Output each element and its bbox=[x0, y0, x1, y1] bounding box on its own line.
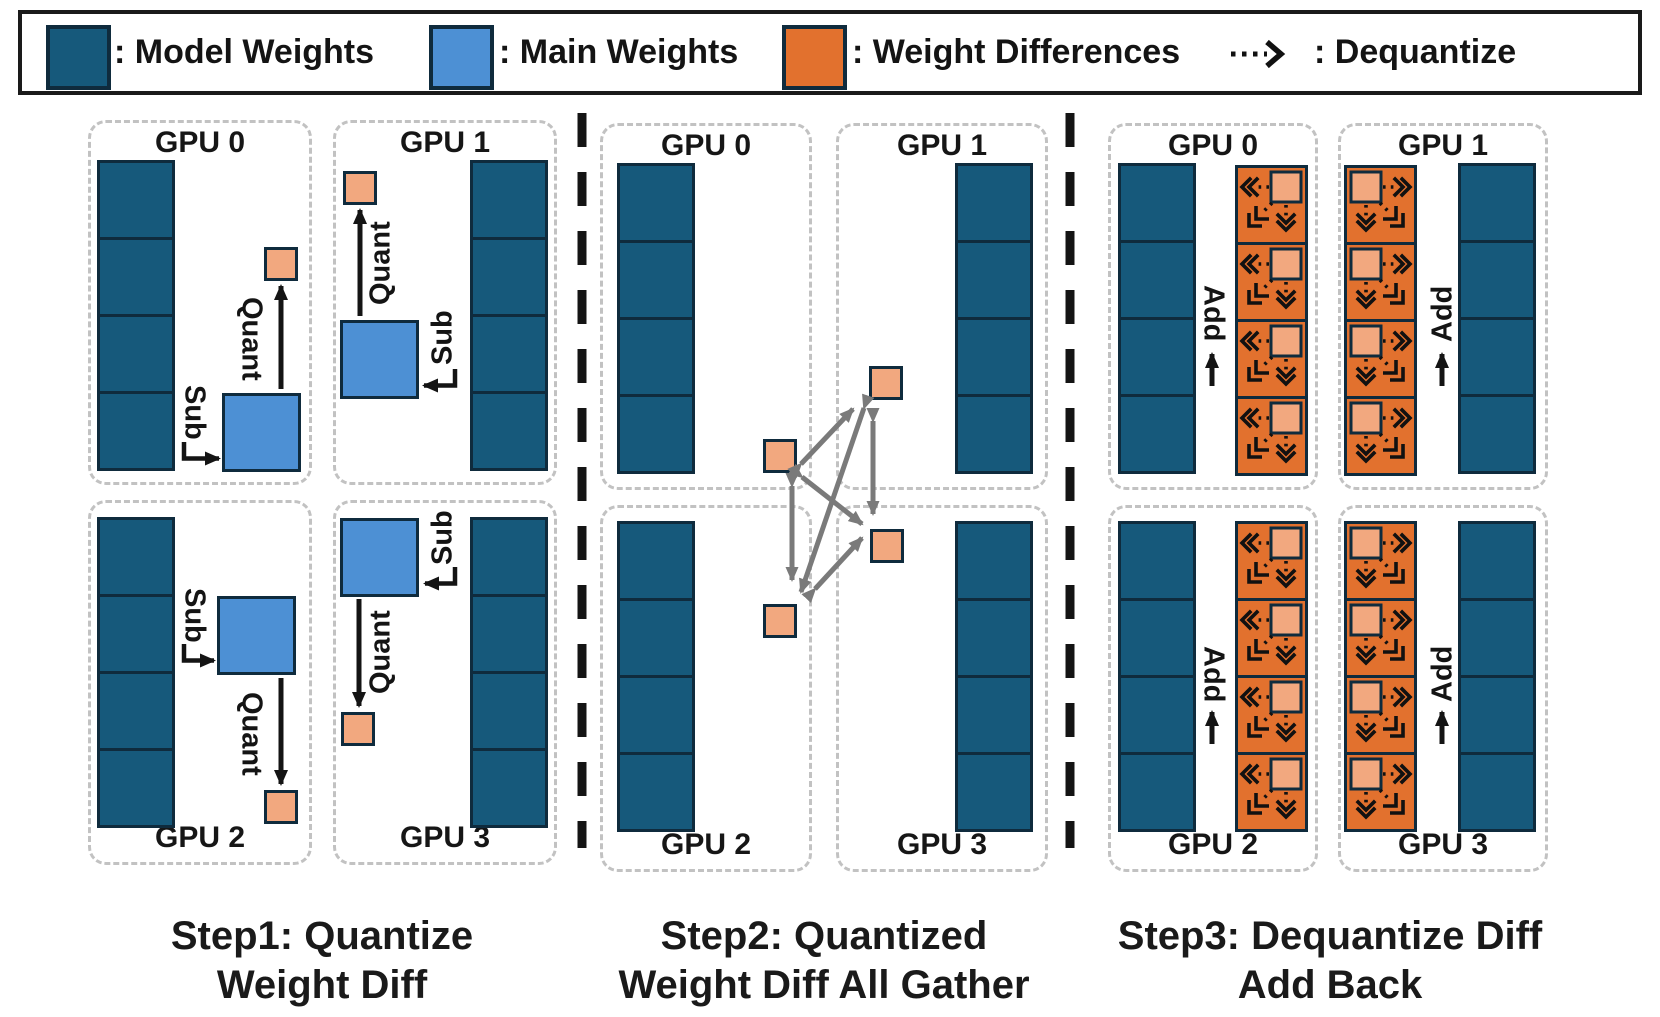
legend-label-dequantize: : Dequantize bbox=[1314, 33, 1517, 71]
step3-caption-line2: Add Back bbox=[1237, 963, 1423, 1007]
add-label: Add bbox=[1197, 284, 1230, 342]
model-weights-column bbox=[955, 521, 1033, 832]
quantized-diff-square bbox=[869, 366, 903, 400]
gpu-label: GPU 3 bbox=[1397, 828, 1489, 861]
step2-caption: Step2: Quantized Weight Diff All Gather bbox=[618, 912, 1029, 1010]
weight-diff-column bbox=[1235, 165, 1308, 476]
step3-caption-line1: Step3: Dequantize Diff bbox=[1117, 914, 1543, 958]
quantized-diff-square bbox=[343, 171, 377, 205]
model-weights-column bbox=[470, 517, 548, 828]
quant-label: Quant bbox=[364, 610, 397, 694]
sub-label: Sub bbox=[426, 510, 459, 566]
legend-label-model-weights: : Model Weights bbox=[114, 33, 375, 71]
gpu-label: GPU 3 bbox=[896, 828, 988, 861]
model-weights-swatch-icon bbox=[46, 25, 111, 90]
step1-caption-line1: Step1: Quantize bbox=[170, 914, 474, 958]
quantized-diff-square bbox=[264, 247, 298, 281]
gpu-label: GPU 1 bbox=[896, 129, 988, 162]
gpu-label: GPU 0 bbox=[660, 129, 752, 162]
quant-label: Quant bbox=[235, 297, 268, 381]
model-weights-column bbox=[97, 160, 175, 471]
weight-diff-column bbox=[1344, 165, 1417, 476]
model-weights-column bbox=[470, 160, 548, 471]
model-weights-column bbox=[1458, 163, 1536, 474]
model-weights-column bbox=[97, 517, 175, 828]
weight-diff-column bbox=[1235, 521, 1308, 832]
model-weights-column bbox=[955, 163, 1033, 474]
model-weights-column bbox=[1118, 163, 1196, 474]
add-label: Add bbox=[1426, 645, 1459, 703]
step2-caption-line2: Weight Diff All Gather bbox=[618, 963, 1030, 1007]
model-weights-column bbox=[1458, 521, 1536, 832]
gpu-label: GPU 0 bbox=[154, 126, 246, 159]
quantized-diff-square bbox=[763, 439, 797, 473]
main-weights-square bbox=[340, 320, 419, 399]
quantized-diff-square bbox=[870, 529, 904, 563]
gpu-label: GPU 1 bbox=[399, 126, 491, 159]
quant-label: Quant bbox=[364, 221, 397, 305]
model-weights-column bbox=[617, 521, 695, 832]
dequantize-arrow-icon bbox=[1231, 39, 1286, 69]
step2-caption-line1: Step2: Quantized bbox=[660, 914, 988, 958]
gpu-label: GPU 0 bbox=[1167, 129, 1259, 162]
quantized-diff-square bbox=[341, 712, 375, 746]
quantized-diff-square bbox=[763, 604, 797, 638]
sub-label: Sub bbox=[178, 587, 211, 643]
step1-caption: Step1: Quantize Weight Diff bbox=[171, 912, 473, 1010]
add-label: Add bbox=[1197, 645, 1230, 703]
add-label: Add bbox=[1426, 285, 1459, 343]
model-weights-column bbox=[1118, 521, 1196, 832]
gpu-label: GPU 1 bbox=[1397, 129, 1489, 162]
main-weights-square bbox=[340, 518, 419, 597]
main-weights-swatch-icon bbox=[429, 25, 494, 90]
sub-label: Sub bbox=[178, 384, 211, 440]
gpu-label: GPU 2 bbox=[660, 828, 752, 861]
quantized-diff-square bbox=[264, 790, 298, 824]
model-weights-column bbox=[617, 163, 695, 474]
step1-caption-line2: Weight Diff bbox=[216, 963, 428, 1007]
legend-label-main-weights: : Main Weights bbox=[499, 33, 739, 71]
legend-label-weight-differences: : Weight Differences bbox=[852, 33, 1181, 71]
step3-caption: Step3: Dequantize Diff Add Back bbox=[1118, 912, 1542, 1010]
quant-label: Quant bbox=[235, 692, 268, 776]
sub-label: Sub bbox=[426, 310, 459, 366]
weight-differences-swatch-icon bbox=[782, 25, 847, 90]
main-weights-square bbox=[222, 393, 301, 472]
gpu-label: GPU 2 bbox=[1167, 828, 1259, 861]
legend: : Model Weights : Main Weights : Weight … bbox=[18, 10, 1642, 95]
weight-diff-column bbox=[1344, 521, 1417, 832]
main-weights-square bbox=[217, 596, 296, 675]
